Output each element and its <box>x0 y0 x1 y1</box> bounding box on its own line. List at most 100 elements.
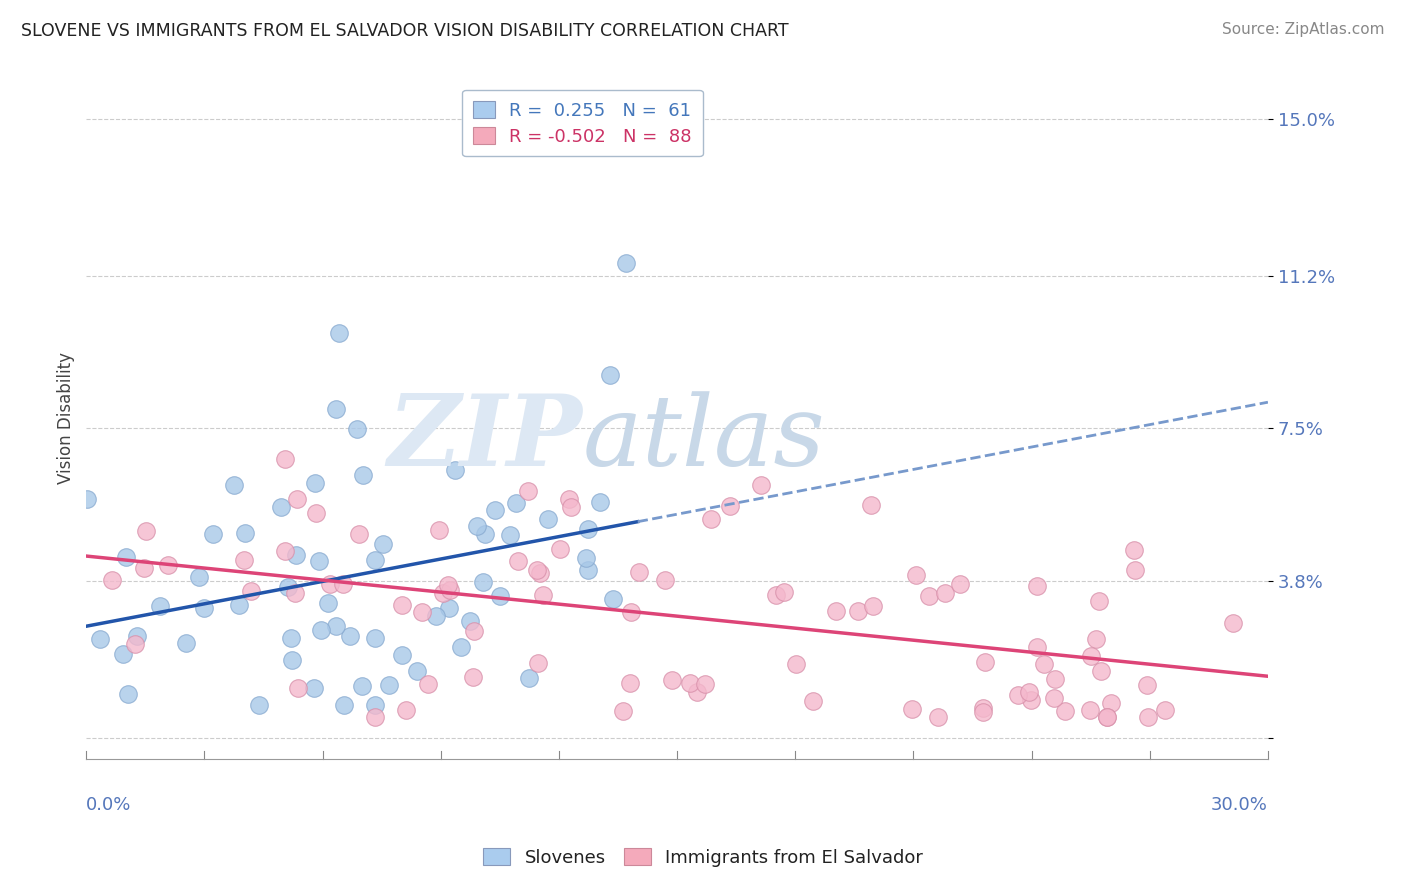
Point <box>124 637 146 651</box>
Point <box>614 256 637 270</box>
Point <box>332 577 354 591</box>
Point <box>346 421 368 435</box>
Point <box>174 636 197 650</box>
Point <box>425 608 447 623</box>
Point <box>270 500 292 515</box>
Text: atlas: atlas <box>582 391 825 486</box>
Point <box>202 527 225 541</box>
Text: 30.0%: 30.0% <box>1211 797 1268 814</box>
Point <box>918 590 941 604</box>
Point <box>686 685 709 699</box>
Point <box>846 604 869 618</box>
Point <box>228 598 250 612</box>
Point <box>325 619 347 633</box>
Text: Source: ZipAtlas.com: Source: ZipAtlas.com <box>1222 22 1385 37</box>
Point <box>785 657 807 671</box>
Point <box>612 704 634 718</box>
Point <box>901 702 924 716</box>
Point <box>1080 648 1102 663</box>
Y-axis label: Vision Disability: Vision Disability <box>58 352 75 484</box>
Point <box>499 528 522 542</box>
Point <box>117 688 139 702</box>
Point <box>599 368 621 382</box>
Point <box>576 563 599 577</box>
Point <box>558 491 581 506</box>
Point <box>76 491 98 506</box>
Point <box>115 549 138 564</box>
Point <box>489 589 512 603</box>
Point <box>576 523 599 537</box>
Point <box>89 632 111 646</box>
Point <box>364 710 387 724</box>
Point <box>333 698 356 712</box>
Point <box>273 544 295 558</box>
Point <box>304 475 326 490</box>
Point <box>308 554 330 568</box>
Point <box>749 478 772 492</box>
Point <box>193 601 215 615</box>
Point <box>1154 703 1177 717</box>
Point <box>111 647 134 661</box>
Point <box>439 583 461 598</box>
Point <box>427 523 450 537</box>
Point <box>654 573 676 587</box>
Point <box>974 655 997 669</box>
Text: ZIP: ZIP <box>388 391 582 487</box>
Text: SLOVENE VS IMMIGRANTS FROM EL SALVADOR VISION DISABILITY CORRELATION CHART: SLOVENE VS IMMIGRANTS FROM EL SALVADOR V… <box>21 22 789 40</box>
Point <box>437 601 460 615</box>
Point <box>619 676 641 690</box>
Point <box>461 670 484 684</box>
Point <box>1078 703 1101 717</box>
Point <box>284 585 307 599</box>
Point <box>1032 657 1054 671</box>
Point <box>373 537 395 551</box>
Point <box>575 550 598 565</box>
Point <box>364 553 387 567</box>
Point <box>620 606 643 620</box>
Point <box>627 566 650 580</box>
Point <box>240 584 263 599</box>
Point <box>560 500 582 514</box>
Point <box>589 495 612 509</box>
Point <box>1007 688 1029 702</box>
Point <box>934 586 956 600</box>
Point <box>1097 710 1119 724</box>
Point <box>506 554 529 568</box>
Point <box>232 553 254 567</box>
Point <box>349 526 371 541</box>
Point <box>972 701 994 715</box>
Point <box>1025 640 1047 655</box>
Point <box>516 483 538 498</box>
Point <box>363 632 385 646</box>
Text: 0.0%: 0.0% <box>86 797 132 814</box>
Point <box>602 592 624 607</box>
Point <box>157 558 180 572</box>
Point <box>352 468 374 483</box>
Point <box>391 598 413 612</box>
Point <box>135 524 157 539</box>
Point <box>718 499 741 513</box>
Point <box>416 677 439 691</box>
Point <box>391 648 413 662</box>
Point <box>450 640 472 655</box>
Point <box>526 563 548 577</box>
Point <box>1099 697 1122 711</box>
Point <box>1122 542 1144 557</box>
Point <box>233 525 256 540</box>
Point <box>1084 632 1107 646</box>
Point <box>529 566 551 580</box>
Point <box>1018 685 1040 699</box>
Point <box>1088 594 1111 608</box>
Point <box>280 631 302 645</box>
Point <box>316 596 339 610</box>
Point <box>432 585 454 599</box>
Point <box>406 665 429 679</box>
Point <box>395 703 418 717</box>
Point <box>550 542 572 557</box>
Point <box>436 578 458 592</box>
Point <box>1222 616 1244 631</box>
Point <box>132 561 155 575</box>
Point <box>377 678 399 692</box>
Point <box>1043 690 1066 705</box>
Point <box>274 452 297 467</box>
